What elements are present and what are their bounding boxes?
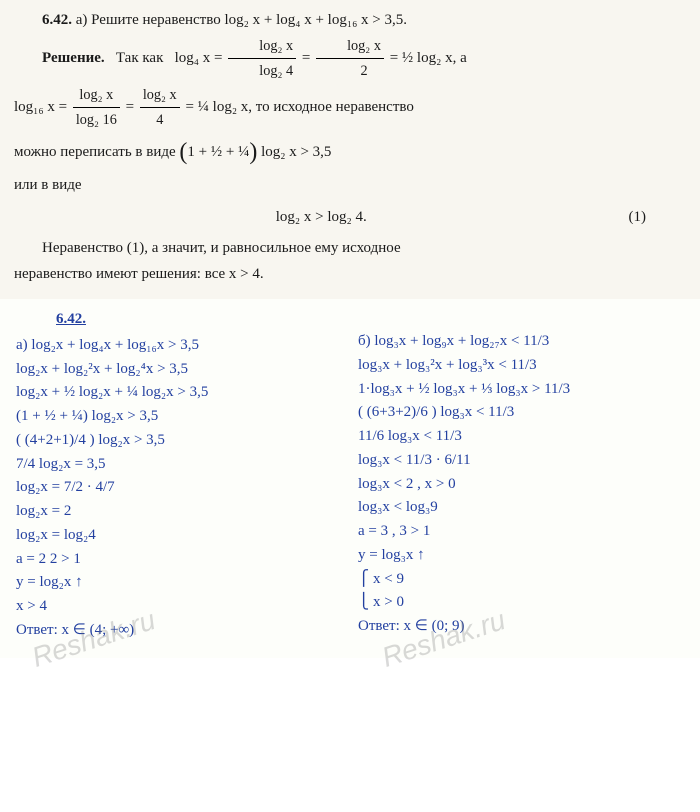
solution-line6: неравенство имеют решения: все x > 4.: [14, 262, 686, 288]
equation-label: (1): [629, 205, 647, 231]
problem-number: 6.42.: [42, 12, 72, 28]
eq: log₁₆ x =: [14, 99, 67, 115]
fraction: log₂ x 2: [316, 34, 384, 83]
hw-line: ( (4+2+1)/4 ) log₂x > 3,5: [16, 430, 342, 452]
eq: = ½ log₂ x, а: [390, 50, 467, 66]
problem-line: 6.42. а) Решите неравенство log₂ x + log…: [14, 8, 686, 34]
hw-line: a = 2 2 > 1: [16, 549, 342, 571]
eq: = ¼ log₂ x, то исходное неравенство: [185, 99, 413, 115]
problem-text: а) Решите неравенство log₂ x + log₄ x + …: [76, 12, 407, 28]
printed-solution: 6.42. а) Решите неравенство log₂ x + log…: [0, 0, 700, 299]
hw-line: 11/6 log₃x < 11/3: [358, 426, 684, 448]
eq: log₄ x =: [175, 50, 223, 66]
centered-equation: log₂ x > log₂ 4. (1): [14, 205, 686, 231]
hw-line: ⎩ x > 0: [358, 592, 684, 614]
solution-line2: log₁₆ x = log₂ x log₂ 16 = log₂ x 4 = ¼ …: [14, 83, 686, 132]
hw-line: а) log₂x + log₄x + log₁₆x > 3,5: [16, 335, 342, 357]
hw-line: a = 3 , 3 > 1: [358, 521, 684, 543]
hw-line: 1·log₃x + ½ log₃x + ⅓ log₃x > 11/3: [358, 379, 684, 401]
fraction: log₂ x log₂ 16: [73, 83, 120, 132]
hw-line: log₃x < log₃9: [358, 497, 684, 519]
fraction: log₂ x 4: [140, 83, 180, 132]
solution-line5: Неравенство (1), а значит, и равносильно…: [14, 236, 686, 262]
hw-title: 6.42.: [56, 309, 342, 331]
solution-line1: Решение. Так как log₄ x = log₂ x log₂ 4 …: [14, 34, 686, 83]
solution-line3: можно переписать в виде (1 + ½ + ¼) log₂…: [14, 132, 686, 173]
handwritten-work: Reshak.ru Reshak.ru 6.42. а) log₂x + log…: [0, 299, 700, 658]
hw-line: ⎧ x < 9: [358, 569, 684, 591]
eq: =: [302, 50, 310, 66]
hw-line: log₂x + log₂²x + log₂⁴x > 3,5: [16, 359, 342, 381]
hw-line: y = log₂x ↑: [16, 572, 342, 594]
text: Так как: [116, 50, 164, 66]
hw-line: log₃x + log₃²x + log₃³x < 11/3: [358, 355, 684, 377]
hw-line: log₂x = 7/2 · 4/7: [16, 477, 342, 499]
solution-line4: или в виде: [14, 173, 686, 199]
hw-line: 7/4 log₂x = 3,5: [16, 454, 342, 476]
handwritten-column-b: б) log₃x + log₉x + log₂₇x < 11/3 log₃x +…: [350, 309, 692, 644]
hw-line: ( (6+3+2)/6 ) log₃x < 11/3: [358, 402, 684, 424]
hw-line: log₃x < 11/3 · 6/11: [358, 450, 684, 472]
fraction: log₂ x log₂ 4: [228, 34, 296, 83]
eq: =: [126, 99, 134, 115]
solution-label: Решение.: [42, 50, 105, 66]
paren-close: ): [249, 139, 257, 165]
hw-line: x > 4: [16, 596, 342, 618]
hw-line: б) log₃x + log₉x + log₂₇x < 11/3: [358, 331, 684, 353]
hw-line: log₂x + ½ log₂x + ¼ log₂x > 3,5: [16, 382, 342, 404]
hw-line: log₂x = 2: [16, 501, 342, 523]
hw-answer: Ответ: x ∈ (4; +∞): [16, 620, 342, 642]
handwritten-column-a: 6.42. а) log₂x + log₄x + log₁₆x > 3,5 lo…: [8, 309, 350, 644]
hw-answer: Ответ: x ∈ (0; 9): [358, 616, 684, 638]
hw-line: log₃x < 2 , x > 0: [358, 474, 684, 496]
hw-line: y = log₃x ↑: [358, 545, 684, 567]
spacer: [358, 311, 684, 329]
hw-line: (1 + ½ + ¼) log₂x > 3,5: [16, 406, 342, 428]
hw-line: log₂x = log₂4: [16, 525, 342, 547]
